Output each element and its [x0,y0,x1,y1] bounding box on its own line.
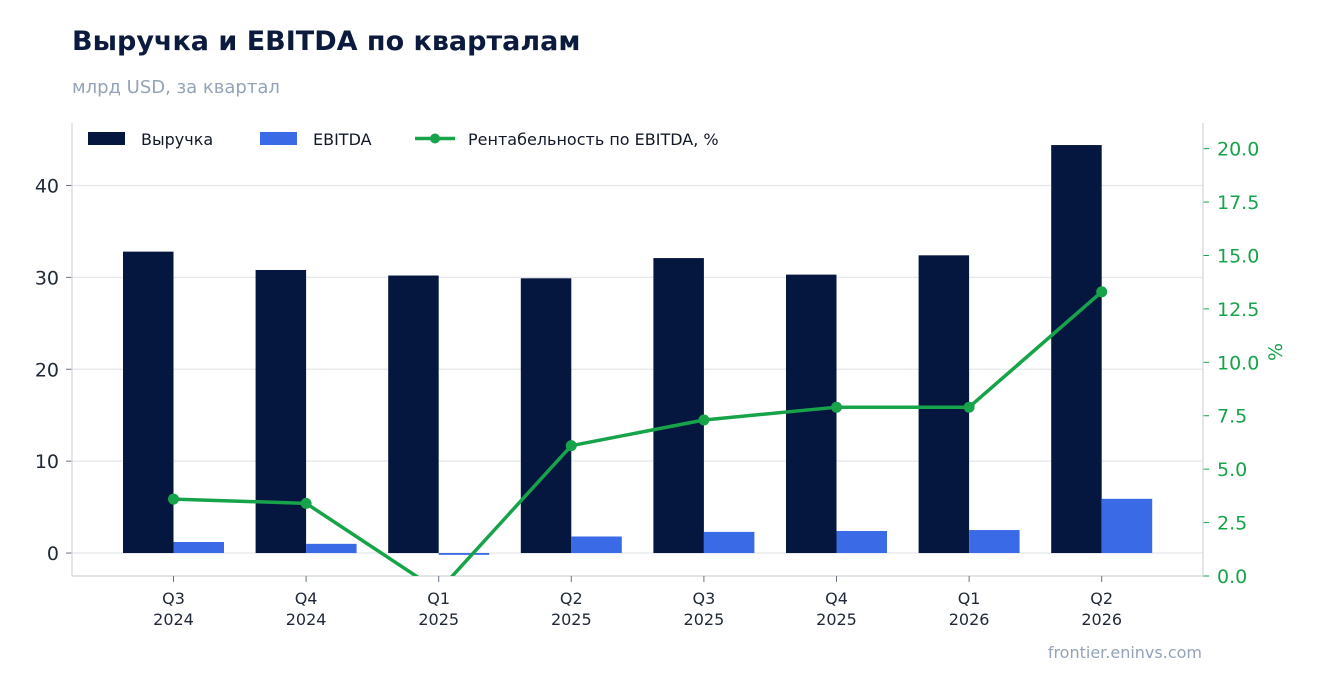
bar-revenue [123,251,174,554]
left-tick-label: 20 [35,359,59,381]
x-tick-label-year: 2026 [1081,610,1122,629]
bar-ebitda [306,543,357,554]
margin-point [300,497,312,509]
margin-point [831,401,842,413]
chart-title: Выручка и EBITDA по кварталам [72,26,581,57]
bar-ebitda [969,530,1020,554]
axes [66,123,1209,582]
x-tick-label-year: 2024 [286,610,327,629]
right-tick-label: 0.0 [1217,566,1247,588]
left-tick-label: 40 [35,175,59,197]
bar-revenue [918,255,970,554]
legend-label-revenue: Выручка [141,130,213,149]
bar-ebitda [571,536,622,554]
legend-label-ebitda: EBITDA [313,130,372,149]
bars [123,145,1153,555]
bar-revenue [1051,145,1102,554]
bar-revenue [520,278,572,554]
bar-ebitda [836,530,887,554]
legend: Выручка EBITDA Рентабельность по EBITDA,… [88,130,719,149]
margin-point [168,493,179,505]
tick-labels: 0 10 20 30 40 0.0 2.5 5.0 7.5 10.0 12.5 15.0 17.5 20.… [35,139,1260,629]
margin-point [1096,286,1108,298]
bar-ebitda [1101,498,1153,554]
bar-ebitda [438,553,490,555]
margin-point [963,401,975,413]
source-watermark: frontier.eninvs.com [1047,643,1202,662]
left-tick-label: 30 [35,267,59,289]
bar-revenue [388,275,439,554]
x-tick-label-quarter: Q2 [560,589,583,608]
right-tick-label: 20.0 [1217,139,1259,161]
left-tick-label: 10 [35,451,59,473]
left-tick-label: 0 [47,543,59,565]
x-tick-label-year: 2025 [551,610,592,629]
legend-label-margin: Рентабельность по EBITDA, % [468,130,719,149]
right-tick-label: 15.0 [1217,245,1259,267]
right-tick-label: 12.5 [1217,299,1259,321]
x-tick-label-quarter: Q1 [958,589,981,608]
right-tick-label: 10.0 [1217,352,1259,374]
x-tick-label-year: 2025 [816,610,857,629]
right-tick-label: 17.5 [1217,192,1259,214]
x-tick-label-year: 2024 [153,610,194,629]
right-tick-label: 2.5 [1217,513,1247,535]
x-tick-label-quarter: Q2 [1090,589,1113,608]
right-tick-label: 5.0 [1217,459,1247,481]
bar-ebitda [173,542,224,554]
x-tick-label-quarter: Q1 [427,589,450,608]
bar-revenue [786,274,837,554]
bar-revenue [255,270,307,554]
margin-line-path [173,290,1103,576]
right-axis-label: % [1265,343,1287,361]
right-tick-label: 7.5 [1217,406,1247,428]
bar-revenue [653,258,704,554]
margin-line [168,286,1108,576]
margin-point [565,440,577,452]
grid-lines [72,184,1203,554]
x-tick-label-quarter: Q4 [825,589,848,608]
x-tick-label-quarter: Q4 [295,589,318,608]
legend-swatch-margin-marker [430,133,440,144]
x-tick-label-year: 2025 [684,610,725,629]
bar-ebitda [703,531,755,554]
x-tick-label-year: 2025 [418,610,459,629]
x-tick-label-year: 2026 [949,610,990,629]
margin-point [698,414,710,426]
x-tick-label-quarter: Q3 [162,589,185,608]
chart-subtitle: млрд USD, за квартал [72,77,280,98]
legend-swatch-ebitda [260,132,297,145]
legend-swatch-revenue [88,132,125,145]
x-tick-label-quarter: Q3 [693,589,716,608]
